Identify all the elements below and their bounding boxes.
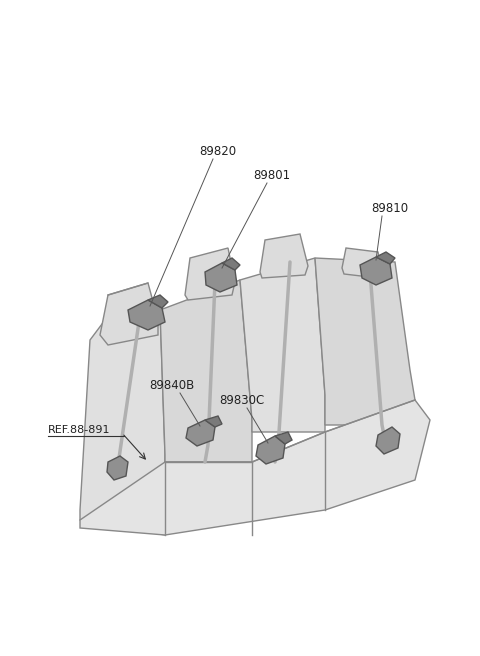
Polygon shape — [275, 432, 292, 444]
Polygon shape — [360, 257, 392, 285]
Polygon shape — [160, 280, 252, 462]
Polygon shape — [260, 234, 308, 278]
Polygon shape — [222, 258, 240, 270]
Polygon shape — [240, 258, 325, 432]
Polygon shape — [148, 295, 168, 308]
Polygon shape — [186, 420, 215, 446]
Text: 89830C: 89830C — [219, 394, 264, 407]
Polygon shape — [256, 436, 285, 464]
Polygon shape — [185, 248, 235, 300]
Text: 89820: 89820 — [199, 145, 237, 158]
Polygon shape — [80, 400, 430, 535]
Text: 89801: 89801 — [253, 169, 290, 182]
Polygon shape — [100, 283, 158, 345]
Text: 89840B: 89840B — [149, 379, 194, 392]
Polygon shape — [376, 427, 400, 454]
Polygon shape — [342, 248, 382, 278]
Polygon shape — [315, 258, 415, 425]
Polygon shape — [376, 252, 395, 264]
Text: REF.88-891: REF.88-891 — [48, 425, 110, 435]
Polygon shape — [205, 263, 237, 292]
Polygon shape — [80, 310, 165, 535]
Polygon shape — [107, 456, 128, 480]
Polygon shape — [128, 300, 165, 330]
Text: 89810: 89810 — [372, 202, 408, 215]
Polygon shape — [205, 416, 222, 427]
